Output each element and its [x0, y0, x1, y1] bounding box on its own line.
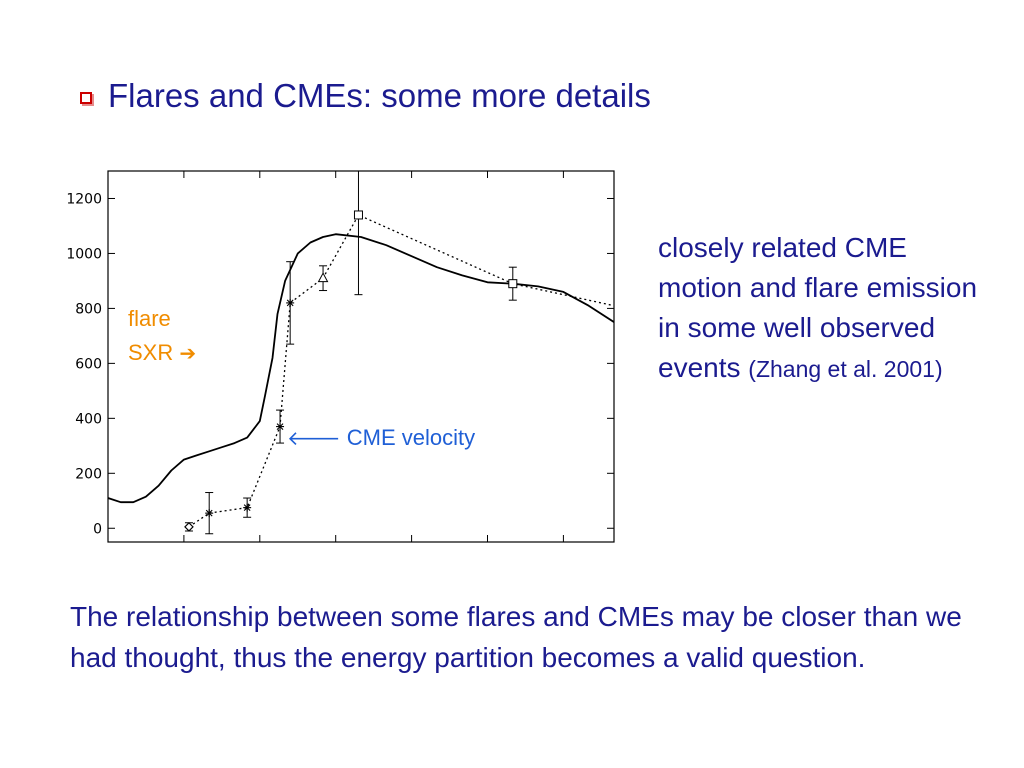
citation: (Zhang et al. 2001) [748, 356, 943, 382]
hollow-square-bullet-icon [80, 92, 94, 106]
y-tick-label: 0 [93, 521, 102, 537]
data-point-square [353, 210, 363, 220]
data-point-star [286, 298, 295, 307]
data-point-triangle [317, 272, 329, 283]
y-tick-label: 800 [75, 301, 102, 317]
star-stroke [243, 504, 251, 512]
y-tick-label: 600 [75, 356, 102, 372]
data-point-star [276, 422, 285, 431]
data-point-star [243, 503, 252, 512]
flare-cme-chart: 09:0009:3010:0010:3011:0011:3012:0002004… [66, 170, 615, 543]
side-description: closely related CME motion and flare emi… [658, 228, 988, 389]
right-arrow-icon: ➔ [179, 341, 196, 365]
star-stroke [276, 423, 284, 430]
slide-title-row: Flares and CMEs: some more details [80, 74, 651, 118]
slide-title: Flares and CMEs: some more details [108, 77, 651, 114]
cme-velocity-text: CME velocity [341, 425, 475, 450]
star-stroke [286, 299, 294, 307]
y-tick-label: 200 [75, 466, 102, 482]
left-arrow-icon: 🡐 [287, 426, 341, 450]
data-point-square [508, 279, 518, 289]
y-tick-label: 400 [75, 411, 102, 427]
y-tick-label: 1200 [66, 191, 102, 207]
flare-sxr-label: SXR ➔ [128, 340, 196, 365]
cme-velocity-label: 🡐 CME velocity [287, 425, 475, 450]
bottom-paragraph: The relationship between some flares and… [70, 601, 962, 673]
cme-velocity-curve [188, 214, 614, 528]
data-point-diamond [184, 522, 194, 532]
flare-label: flare [128, 306, 171, 331]
flare-sxr-curve [108, 233, 614, 504]
star-stroke [205, 509, 213, 517]
data-point-star [205, 509, 214, 518]
y-tick-label: 1000 [66, 246, 102, 262]
side-description-text: closely related CME motion and flare emi… [658, 232, 978, 383]
